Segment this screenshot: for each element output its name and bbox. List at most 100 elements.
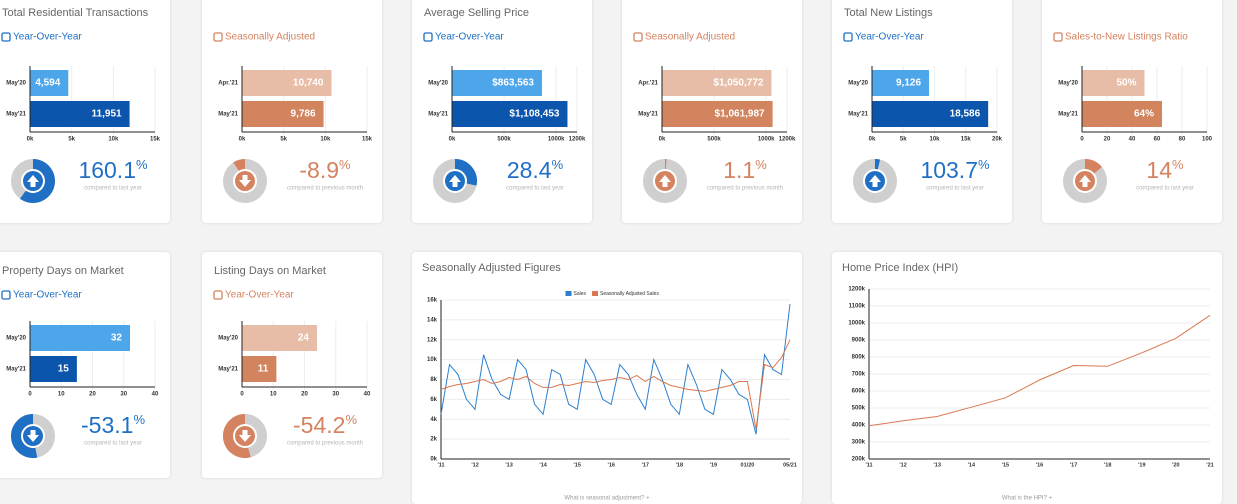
x-tick-label: 5k xyxy=(280,137,287,143)
x-tick-label: '11 xyxy=(437,462,444,468)
donut-arc xyxy=(236,164,245,167)
subtitle-icon xyxy=(424,33,432,41)
x-tick-label: 0 xyxy=(1080,137,1084,143)
change-number: 14 xyxy=(1146,157,1172,183)
x-tick-label: '11 xyxy=(865,462,872,468)
x-tick-label: '12 xyxy=(471,462,478,468)
value-label: 11,951 xyxy=(92,109,122,120)
comparison-text: compared to previous month xyxy=(287,441,363,447)
x-tick-label: '14 xyxy=(968,462,976,468)
card-title: Property Days on Market xyxy=(2,265,124,277)
card-title: Average Selling Price xyxy=(424,7,529,19)
card-svg: Seasonally Adjusted Figures0k2k4k6k8k10k… xyxy=(412,252,802,504)
category-label: May'20 xyxy=(218,336,238,342)
change-unit: % xyxy=(552,157,564,172)
card-subtitle: Seasonally Adjusted xyxy=(225,32,315,43)
card-title: Listing Days on Market xyxy=(214,265,326,277)
value-label: 9,786 xyxy=(291,109,316,120)
value-label: 11 xyxy=(258,364,269,375)
x-tick-label: '17 xyxy=(642,462,649,468)
change-unit: % xyxy=(345,412,357,427)
category-label: May'20 xyxy=(428,81,448,87)
y-tick-label: 300k xyxy=(852,440,866,446)
value-label: 50% xyxy=(1116,78,1136,89)
x-tick-label: 10k xyxy=(108,137,119,143)
change-number: -54.2 xyxy=(293,412,345,438)
change-value: 28.4% xyxy=(507,157,564,183)
change-value: 14% xyxy=(1146,157,1184,183)
category-label: May'21 xyxy=(6,112,26,118)
legend-label: Seasonally Adjusted Sales xyxy=(600,291,659,297)
y-tick-label: 12k xyxy=(427,337,438,343)
legend-label: Sales xyxy=(574,291,587,297)
change-number: 160.1 xyxy=(78,157,136,183)
category-label: Apr.'21 xyxy=(218,81,238,87)
x-tick-label: 500k xyxy=(707,137,721,143)
card-subtitle: Sales-to-New Listings Ratio xyxy=(1065,32,1188,43)
x-tick-label: 30 xyxy=(120,392,127,398)
x-tick-label: 5k xyxy=(68,137,75,143)
y-tick-label: 1100k xyxy=(849,304,866,310)
card-title: Total New Listings xyxy=(844,7,933,19)
x-tick-label: 80 xyxy=(1179,137,1186,143)
subtitle-icon xyxy=(214,33,222,41)
subtitle-icon xyxy=(1054,33,1062,41)
value-label: 15 xyxy=(58,364,70,375)
x-tick-label: 10k xyxy=(320,137,331,143)
x-tick-label: 15k xyxy=(961,137,972,143)
change-value: 160.1% xyxy=(78,157,148,183)
data-line xyxy=(869,315,1210,426)
y-tick-label: 8k xyxy=(430,377,437,383)
y-tick-label: 900k xyxy=(852,338,866,344)
x-tick-label: 10 xyxy=(270,392,277,398)
x-tick-label: 100 xyxy=(1202,137,1213,143)
value-label: $1,108,453 xyxy=(509,109,559,120)
change-unit: % xyxy=(339,157,351,172)
card-subtitle: Year-Over-Year xyxy=(225,290,294,301)
legend-swatch xyxy=(592,291,598,296)
category-label: May'21 xyxy=(638,112,658,118)
x-tick-label: 0 xyxy=(28,392,32,398)
change-number: 1.1 xyxy=(723,157,755,183)
x-tick-label: 0 xyxy=(240,392,244,398)
card-svg: Total Residential TransactionsYear-Over-… xyxy=(0,0,170,223)
y-tick-label: 400k xyxy=(852,423,866,429)
y-tick-label: 4k xyxy=(430,417,437,423)
comparison-text: compared to last year xyxy=(1136,186,1194,192)
category-label: May'20 xyxy=(848,81,868,87)
y-tick-label: 14k xyxy=(427,317,438,323)
change-number: 103.7 xyxy=(920,157,978,183)
comparison-text: compared to last year xyxy=(84,441,142,447)
category-label: May'21 xyxy=(218,112,238,118)
change-value: -8.9% xyxy=(299,157,351,183)
change-unit: % xyxy=(755,157,767,172)
x-tick-label: 40 xyxy=(152,392,159,398)
subtitle-icon xyxy=(844,33,852,41)
x-tick-label: 15k xyxy=(362,137,373,143)
category-label: May'21 xyxy=(218,367,238,373)
donut-arc xyxy=(1085,164,1098,170)
value-label: 4,594 xyxy=(35,78,60,89)
x-tick-label: 05/21 xyxy=(783,462,797,468)
card-title: Total Residential Transactions xyxy=(2,7,149,19)
category-label: May'20 xyxy=(6,336,26,342)
category-label: May'21 xyxy=(848,112,868,118)
x-tick-label: 5k xyxy=(900,137,907,143)
x-tick-label: 1200k xyxy=(779,137,796,143)
comparison-text: compared to last year xyxy=(926,186,984,192)
y-tick-label: 1200k xyxy=(848,287,865,293)
value-label: $1,050,772 xyxy=(713,78,763,89)
